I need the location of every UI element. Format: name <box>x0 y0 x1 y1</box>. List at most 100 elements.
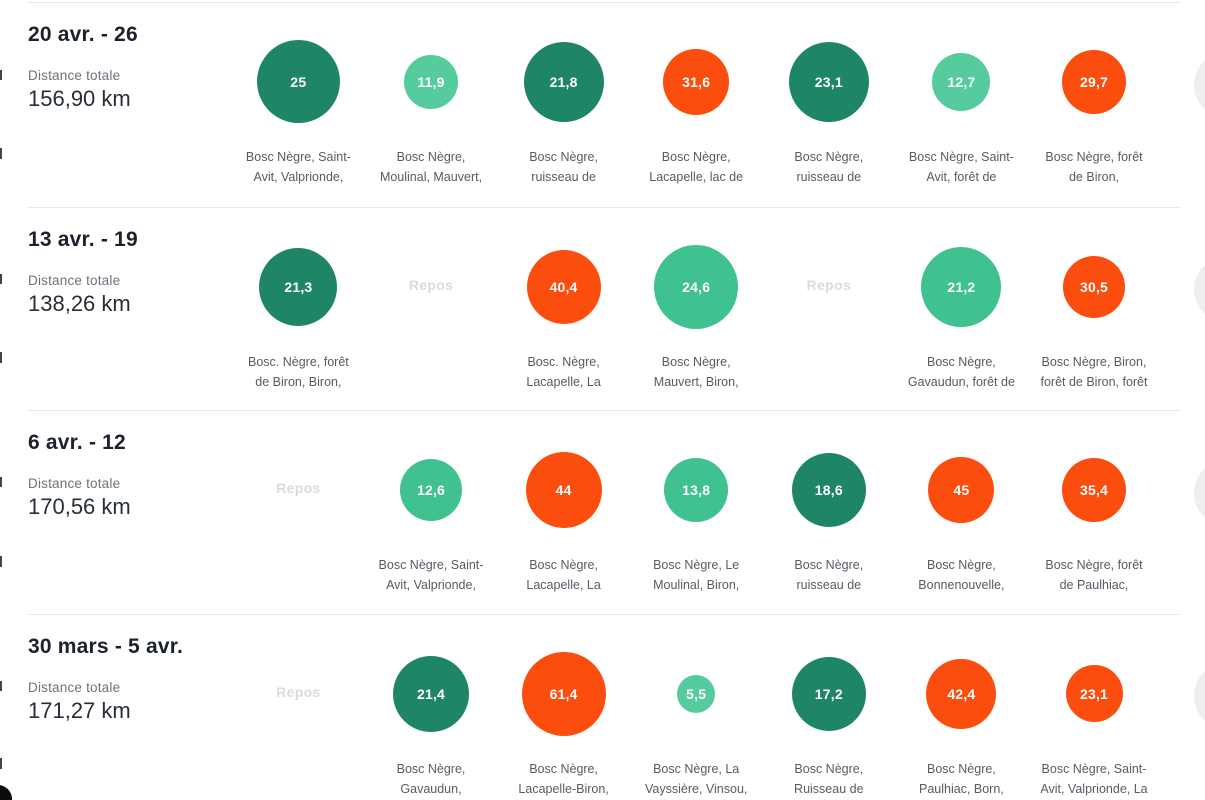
screen-edge-artifact <box>0 556 2 567</box>
week-row: 20 avr. - 26 Distance totale 156,90 km 25 Bo… <box>0 2 1205 206</box>
activity-location-label: Bosc Nègre, Gavaudun, <box>396 762 466 797</box>
cropped-next-day-circle <box>1194 663 1205 729</box>
day-cell: 25 Bosc Nègre, Saint- Avit, Valprionde, <box>232 2 365 206</box>
activity-location-label: Bosc Nègre, ruisseau de <box>794 150 864 185</box>
day-cell: 18,6 Bosc Nègre, ruisseau de <box>762 410 895 614</box>
activity-circle[interactable]: 12,7 <box>932 52 991 111</box>
activity-location-label: Bosc Nègre, forêt de Biron, <box>1045 150 1143 185</box>
activity-location-label: Bosc Nègre, Gavaudun, forêt de <box>907 355 1015 390</box>
activity-circle[interactable]: 40,4 <box>526 249 601 324</box>
day-cell: 23,1 Bosc Nègre, ruisseau de <box>762 2 895 206</box>
day-cell: 12,6 Bosc Nègre, Saint- Avit, Valprionde, <box>365 410 498 614</box>
activity-circle[interactable]: 21,8 <box>523 41 604 122</box>
week-divider <box>28 410 1180 411</box>
activity-distance-value: 35,4 <box>1079 481 1109 498</box>
week-row: 6 avr. - 12 Distance totale 170,56 km Repos… <box>0 410 1205 614</box>
day-cell: 5,5 Bosc Nègre, La Vayssière, Vinsou, <box>630 614 763 800</box>
week-divider <box>28 614 1180 615</box>
activity-circle[interactable]: 44 <box>525 451 602 528</box>
activity-circle[interactable]: 5,5 <box>677 674 716 713</box>
activity-distance-value: 23,1 <box>1079 685 1109 702</box>
activity-distance-value: 21,8 <box>549 73 578 90</box>
day-cell: Repos <box>232 410 365 614</box>
activity-circle[interactable]: 13,8 <box>664 457 729 522</box>
activity-location-label: Bosc Nègre, La Vayssière, Vinsou, <box>645 762 748 797</box>
screen-edge-artifact <box>0 274 2 284</box>
activity-circle[interactable]: 45 <box>928 456 995 523</box>
activity-distance-value: 21,2 <box>947 278 976 295</box>
activity-distance-value: 61,4 <box>549 685 578 702</box>
day-cell: 21,3 Bosc. Nègre, forêt de Biron, Biron, <box>232 207 365 411</box>
rest-day-label: Repos <box>408 277 454 293</box>
activity-location-label: Bosc Nègre, ruisseau de <box>529 150 598 185</box>
activity-circle[interactable]: 21,3 <box>259 247 338 326</box>
activity-distance-value: 12,6 <box>416 481 446 498</box>
week-title: 13 avr. - 19 <box>28 228 138 251</box>
activity-location-label: Bosc Nègre, forêt de Paulhiac, <box>1045 558 1143 593</box>
activity-location-label: Bosc. Nègre, forêt de Biron, Biron, <box>248 355 349 390</box>
activity-distance-value: 11,9 <box>417 73 445 90</box>
activity-distance-value: 18,6 <box>814 481 843 498</box>
day-cell: 35,4 Bosc Nègre, forêt de Paulhiac, <box>1028 410 1161 614</box>
week-title: 6 avr. - 12 <box>28 431 126 454</box>
activity-circle[interactable]: 29,7 <box>1062 49 1126 114</box>
activity-distance-value: 42,4 <box>947 685 976 702</box>
activity-circle[interactable]: 35,4 <box>1062 457 1126 522</box>
activity-circle[interactable]: 25 <box>256 40 340 123</box>
activity-circle[interactable]: 21,4 <box>393 655 469 732</box>
activity-circle[interactable]: 24,6 <box>654 244 739 329</box>
day-cell: 12,7 Bosc Nègre, Saint- Avit, forêt de <box>895 2 1028 206</box>
activity-circle[interactable]: 11,9 <box>404 54 458 109</box>
activity-distance-value: 31,6 <box>682 73 711 90</box>
day-cell: 29,7 Bosc Nègre, forêt de Biron, <box>1028 2 1161 206</box>
activity-circle[interactable]: 42,4 <box>926 658 997 729</box>
activity-distance-value: 21,4 <box>416 685 446 702</box>
cropped-next-day-circle <box>1194 52 1205 118</box>
week-row: 30 mars - 5 avr. Distance totale 171,27 km… <box>0 614 1205 800</box>
week-divider <box>28 207 1180 208</box>
activity-location-label: Bosc Nègre, Lacapelle, lac de <box>649 150 744 185</box>
rest-day-label: Repos <box>276 684 321 700</box>
activity-circle[interactable]: 17,2 <box>791 656 866 731</box>
activity-location-label: Bosc Nègre, Paulhiac, Born, <box>919 762 1004 797</box>
activity-distance-value: 23,1 <box>814 73 843 90</box>
screen-edge-artifact <box>0 148 2 159</box>
activity-circle[interactable]: 21,2 <box>921 246 1002 327</box>
activity-circle[interactable]: 30,5 <box>1063 255 1125 318</box>
activity-location-label: Bosc Nègre, Lacapelle, La <box>526 558 601 593</box>
activity-location-label: Bosc Nègre, Moulinal, Mauvert, <box>379 150 483 185</box>
day-cell: 13,8 Bosc Nègre, Le Moulinal, Biron, <box>630 410 763 614</box>
activity-circle[interactable]: 23,1 <box>1065 665 1123 722</box>
day-cell: 11,9 Bosc Nègre, Moulinal, Mauvert, <box>365 2 498 206</box>
activity-distance-value: 45 <box>953 481 970 498</box>
activity-location-label: Bosc Nègre, Lacapelle-Biron, <box>518 762 609 797</box>
activity-circle[interactable]: 61,4 <box>521 651 606 736</box>
distance-total-label: Distance totale <box>28 476 121 491</box>
activity-location-label: Bosc Nègre, Biron, forêt de Biron, forêt <box>1040 355 1148 390</box>
screen-edge-artifact <box>0 70 2 80</box>
activity-circle[interactable]: 12,6 <box>400 458 462 521</box>
activity-circle[interactable]: 18,6 <box>791 452 866 527</box>
activity-location-label: Bosc Nègre, Saint- Avit, Valprionde, <box>378 558 484 593</box>
activity-distance-value: 25 <box>290 73 307 90</box>
activity-distance-value: 29,7 <box>1079 73 1109 90</box>
distance-total-label: Distance totale <box>28 273 121 288</box>
day-cell: Repos <box>762 207 895 411</box>
day-cell: 40,4 Bosc. Nègre, Lacapelle, La <box>497 207 630 411</box>
cropped-next-day-circle <box>1194 460 1205 526</box>
activity-circle[interactable]: 31,6 <box>663 48 730 115</box>
day-cell: 21,8 Bosc Nègre, ruisseau de <box>497 2 630 206</box>
activity-distance-value: 12,7 <box>947 73 976 90</box>
day-cell: 30,5 Bosc Nègre, Biron, forêt de Biron, f… <box>1028 207 1161 411</box>
day-cell: 31,6 Bosc Nègre, Lacapelle, lac de <box>630 2 763 206</box>
activity-location-label: Bosc Nègre, Saint- Avit, forêt de <box>908 150 1014 185</box>
day-cell: 21,2 Bosc Nègre, Gavaudun, forêt de <box>895 207 1028 411</box>
activity-circle[interactable]: 23,1 <box>788 41 869 122</box>
activity-location-label: Bosc Nègre, Bonnenouvelle, <box>918 558 1005 593</box>
distance-total-value: 170,56 km <box>28 494 131 519</box>
screen-edge-artifact <box>0 681 2 691</box>
rest-day-label: Repos <box>806 277 851 293</box>
distance-total-label: Distance totale <box>28 68 121 83</box>
day-cell: Repos <box>365 207 498 411</box>
